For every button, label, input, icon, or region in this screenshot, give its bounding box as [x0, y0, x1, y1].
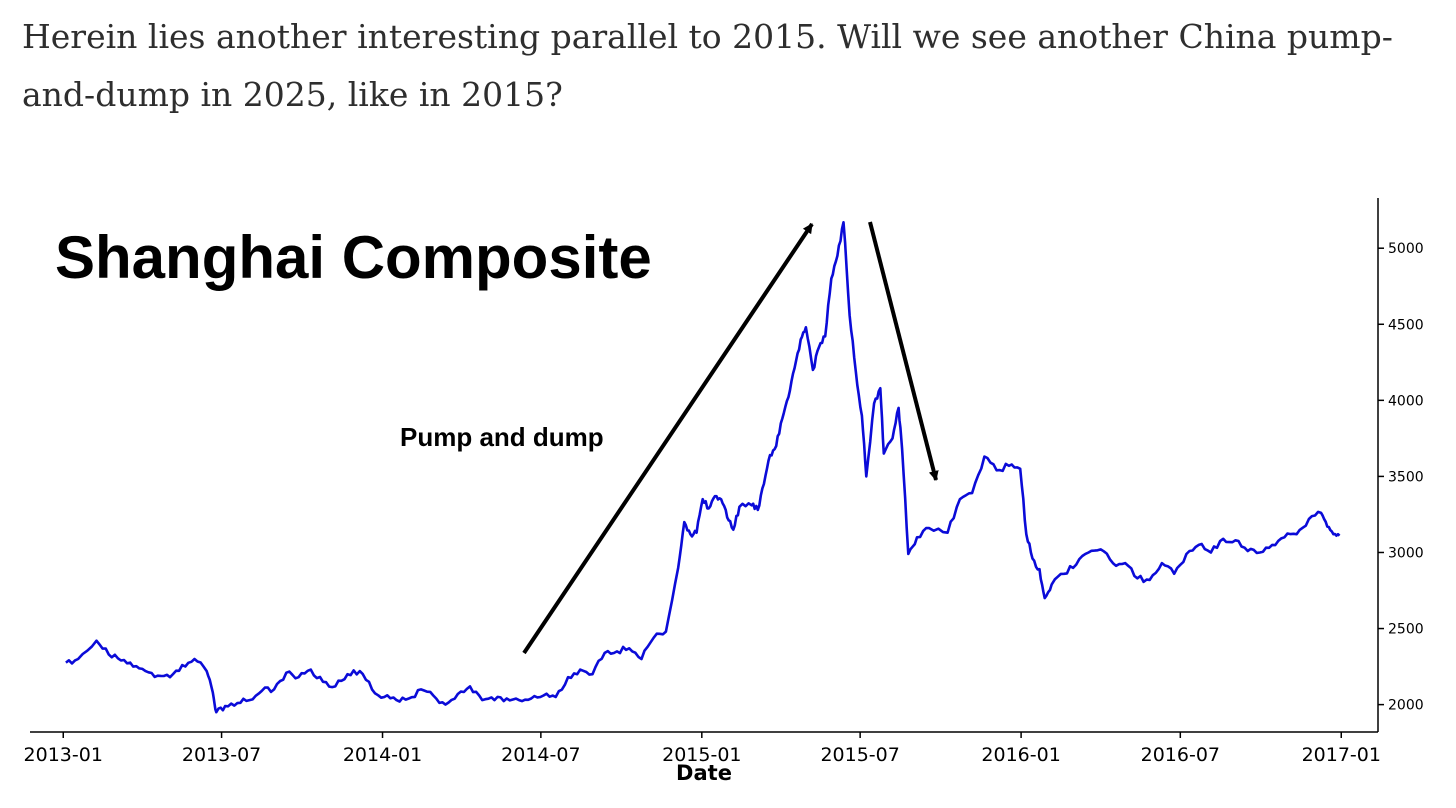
- y-tick-label: 5000: [1388, 241, 1424, 257]
- shanghai-composite-chart: 2013-01 2013-07 2014-01 2014-07 2015-01 2015-…: [24, 198, 1424, 785]
- x-tick-label: 2015-01: [662, 744, 741, 766]
- pump-and-dump-annotation: Pump and dump: [400, 422, 604, 452]
- dump-arrow: [868, 221, 939, 481]
- x-tick-label: 2016-01: [981, 744, 1060, 766]
- x-tick-label: 2013-01: [24, 744, 103, 766]
- x-tick-label: 2014-07: [501, 744, 580, 766]
- intro-paragraph: Herein lies another interesting parallel…: [22, 17, 1393, 114]
- y-tick-label: 3500: [1388, 469, 1424, 485]
- y-ticks: 2000 2500 3000 3500 4000 4500 5000: [1378, 241, 1424, 714]
- y-tick-label: 3000: [1388, 545, 1424, 561]
- pump-arrow: [522, 222, 814, 655]
- x-axis-label: Date: [676, 761, 732, 785]
- y-tick-label: 4000: [1388, 393, 1424, 409]
- y-tick-label: 2000: [1388, 698, 1424, 714]
- x-tick-label: 2013-07: [182, 744, 261, 766]
- y-tick-label: 4500: [1388, 317, 1424, 333]
- x-tick-label: 2015-07: [820, 744, 899, 766]
- x-tick-label: 2016-07: [1141, 744, 1220, 766]
- y-tick-label: 2500: [1388, 622, 1424, 638]
- x-ticks: 2013-01 2013-07 2014-01 2014-07 2015-01 2015-…: [24, 732, 1381, 766]
- series-line: [65, 221, 1341, 714]
- x-tick-label: 2014-01: [343, 744, 422, 766]
- x-tick-label: 2017-01: [1302, 744, 1381, 766]
- axes: [30, 198, 1379, 733]
- chart-title: Shanghai Composite: [55, 224, 652, 291]
